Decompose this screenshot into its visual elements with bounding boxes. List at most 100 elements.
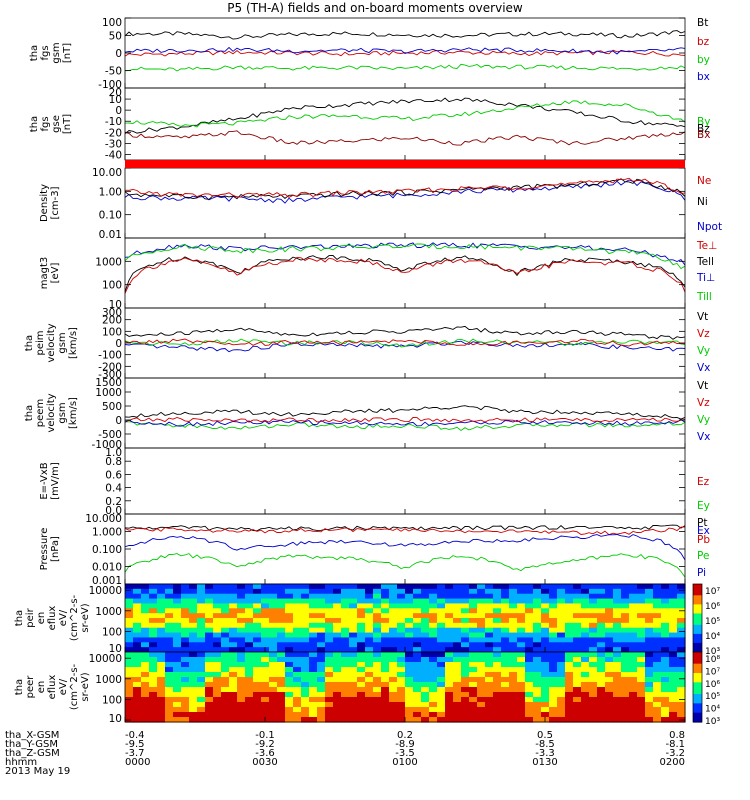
heatmap-cell <box>429 657 438 663</box>
heatmap-cell <box>405 603 414 609</box>
heatmap-cell <box>309 618 318 624</box>
heatmap-cell <box>461 598 470 605</box>
heatmap-cell <box>429 687 438 693</box>
heatmap-cell <box>357 584 366 590</box>
legend-entry: Ez <box>697 476 710 488</box>
heatmap-cell <box>189 667 198 673</box>
heatmap-cell <box>309 588 318 595</box>
heatmap-cell <box>237 637 246 643</box>
heatmap-cell <box>165 647 174 653</box>
heatmap-cell <box>629 588 638 595</box>
heatmap-cell <box>405 707 414 713</box>
heatmap-cell <box>141 627 150 634</box>
heatmap-cell <box>541 692 550 698</box>
heatmap-cell <box>253 584 262 590</box>
heatmap-cell <box>581 712 590 718</box>
heatmap-cell <box>413 717 422 723</box>
heatmap-cell <box>165 667 174 673</box>
heatmap-cell <box>453 598 462 605</box>
heatmap-cell <box>453 712 462 718</box>
heatmap-cell <box>381 618 390 624</box>
legend-entry: Ti⊥ <box>696 272 715 284</box>
heatmap-cell <box>509 682 518 688</box>
heatmap-cell <box>397 692 406 698</box>
heatmap-cell <box>589 717 598 723</box>
heatmap-cell <box>269 618 278 624</box>
heatmap-cell <box>341 593 350 600</box>
heatmap-cell <box>221 682 230 688</box>
heatmap-cell <box>325 662 334 668</box>
heatmap-cell <box>589 593 598 600</box>
heatmap-cell <box>397 667 406 673</box>
heatmap-cell <box>621 662 630 668</box>
heatmap-cell <box>245 588 254 595</box>
heatmap-cell <box>165 584 174 590</box>
heatmap-cell <box>309 613 318 619</box>
heatmap-cell <box>597 593 606 600</box>
heatmap-cell <box>285 647 294 653</box>
heatmap-cell <box>589 662 598 668</box>
y-axis-label: peim <box>35 330 46 355</box>
colorbar-segment <box>693 701 702 704</box>
heatmap-cell <box>341 603 350 609</box>
heatmap-cell <box>253 652 262 658</box>
heatmap-cell <box>253 647 262 653</box>
heatmap-cell <box>381 652 390 658</box>
heatmap-cell <box>301 682 310 688</box>
heatmap-cell <box>485 657 494 663</box>
heatmap-cell <box>397 632 406 639</box>
heatmap-cell <box>213 584 222 590</box>
heatmap-cell <box>149 702 158 708</box>
heatmap-cell <box>429 608 438 614</box>
heatmap-cell <box>189 627 198 634</box>
heatmap-cell <box>653 657 662 663</box>
heatmap-cell <box>485 647 494 653</box>
heatmap-cell <box>493 603 502 609</box>
heatmap-cell <box>589 642 598 648</box>
heatmap-cell <box>501 637 510 643</box>
time-axis-value: -0.1 <box>255 730 275 741</box>
heatmap-cell <box>621 717 630 723</box>
y-tick-label: 10000 <box>89 653 122 665</box>
heatmap-cell <box>309 697 318 703</box>
heatmap-cell <box>301 642 310 648</box>
heatmap-cell <box>613 677 622 683</box>
heatmap-cell <box>133 584 142 590</box>
heatmap-cell <box>669 588 678 595</box>
heatmap-cell <box>333 652 342 658</box>
heatmap-cell <box>573 647 582 653</box>
heatmap-cell <box>509 692 518 698</box>
heatmap-cell <box>389 682 398 688</box>
heatmap-cell <box>381 627 390 634</box>
heatmap-cell <box>621 667 630 673</box>
heatmap-cell <box>533 603 542 609</box>
heatmap-cell <box>493 584 502 590</box>
y-tick-label: 10 <box>109 643 122 655</box>
heatmap-cell <box>509 707 518 713</box>
heatmap-cell <box>349 647 358 653</box>
series-line <box>124 325 686 340</box>
heatmap-cell <box>317 608 326 614</box>
heatmap-cell <box>221 584 230 590</box>
heatmap-cell <box>397 662 406 668</box>
heatmap-cell <box>125 637 134 643</box>
heatmap-cell <box>637 598 646 605</box>
heatmap-cell <box>341 682 350 688</box>
heatmap-cell <box>573 707 582 713</box>
heatmap-cell <box>373 598 382 605</box>
heatmap-cell <box>381 632 390 639</box>
heatmap-cell <box>397 672 406 678</box>
heatmap-cell <box>445 622 454 629</box>
legend-entry: by <box>697 54 710 66</box>
heatmap-cell <box>213 697 222 703</box>
heatmap-cell <box>381 702 390 708</box>
heatmap-cell <box>317 622 326 629</box>
colorbar-segment <box>693 698 702 702</box>
heatmap-cell <box>645 672 654 678</box>
heatmap-cell <box>477 632 486 639</box>
heatmap-cell <box>189 637 198 643</box>
heatmap-cell <box>453 588 462 595</box>
heatmap-cell <box>165 618 174 624</box>
heatmap-cell <box>485 717 494 723</box>
heatmap-cell <box>501 687 510 693</box>
